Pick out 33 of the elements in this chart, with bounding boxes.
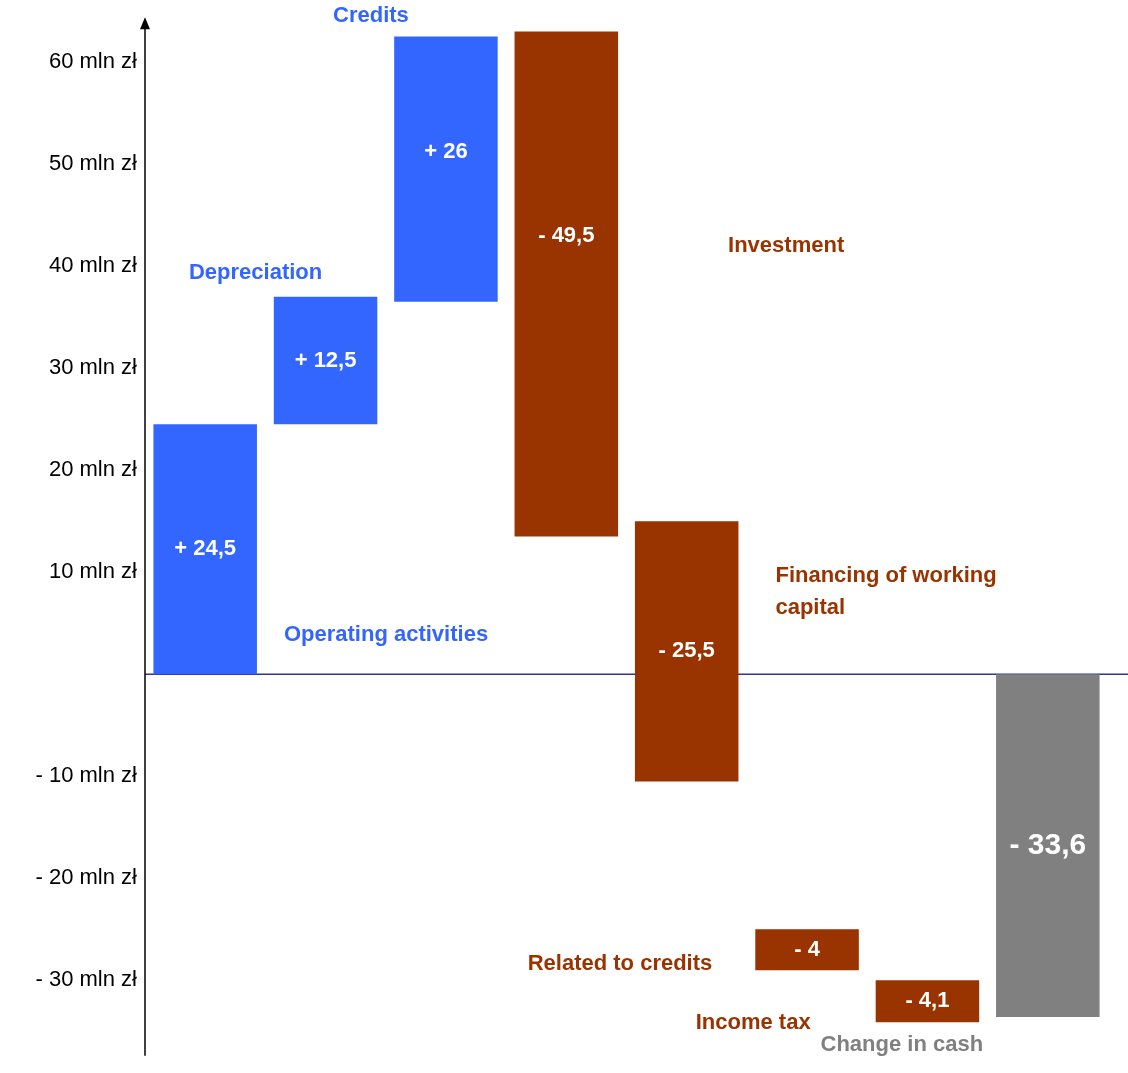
annotation: Related to credits	[527, 950, 713, 976]
y-tick-label: - 30 mln zł	[35, 966, 138, 992]
y-tick-label: - 20 mln zł	[35, 864, 138, 890]
annotation: Income tax	[695, 1009, 812, 1035]
data-label: + 12,5	[294, 346, 357, 372]
annotation: Operating activities	[283, 621, 489, 647]
annotation: Change in cash	[820, 1031, 984, 1057]
data-label: - 4,1	[905, 987, 950, 1013]
bar	[153, 424, 257, 675]
data-label: + 24,5	[174, 535, 237, 561]
y-tick-label: 10 mln zł	[48, 558, 138, 584]
bar	[514, 31, 619, 537]
data-label: - 33,6	[1009, 826, 1087, 860]
bar	[996, 674, 1100, 1018]
data-label: - 4	[794, 935, 821, 961]
y-tick-label: 40 mln zł	[48, 252, 138, 278]
y-tick-label: - 10 mln zł	[35, 762, 138, 788]
y-tick-label: 60 mln zł	[48, 48, 138, 74]
bar	[755, 929, 859, 971]
y-tick-label: 30 mln zł	[48, 354, 138, 380]
annotation: Credits	[333, 1, 409, 27]
bar	[875, 980, 980, 1023]
y-tick-label: 20 mln zł	[48, 456, 138, 482]
data-label: + 26	[424, 137, 468, 163]
bar	[634, 521, 739, 782]
annotation: Depreciation	[188, 258, 323, 284]
data-label: - 49,5	[538, 222, 595, 248]
annotation: Investment	[728, 232, 845, 258]
data-label: - 25,5	[658, 637, 715, 663]
annotation: Financing of working capital	[775, 562, 997, 620]
bar	[273, 296, 378, 425]
y-tick-label: 50 mln zł	[48, 150, 138, 176]
bar	[394, 36, 498, 302]
